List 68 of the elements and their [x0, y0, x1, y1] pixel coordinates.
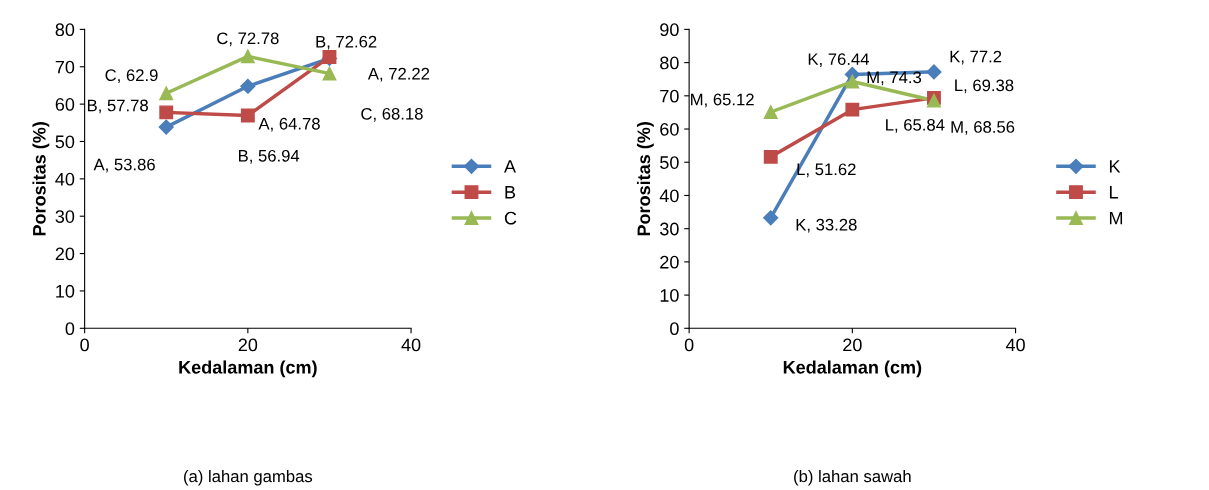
y-tick-label: 70	[55, 60, 75, 74]
data-label: L, 65.84	[886, 118, 945, 133]
y-axis-title: Porositas (%)	[636, 122, 654, 236]
y-tick-label: 80	[55, 23, 75, 37]
y-tick-label: 10	[660, 289, 679, 302]
y-axis-title: Porositas (%)	[32, 122, 50, 236]
legend-label: A	[504, 160, 516, 173]
y-tick-label: 20	[55, 247, 75, 261]
y-tick-label: 70	[660, 89, 679, 103]
x-tick-label: 0	[684, 338, 694, 352]
data-label: A, 53.86	[93, 158, 155, 173]
y-tick-label: 20	[660, 255, 679, 269]
y-tick-label: 10	[56, 284, 75, 298]
y-tick-label: 40	[659, 189, 679, 203]
point	[158, 119, 174, 135]
text: (b) lahan sawah	[794, 469, 911, 486]
legend-label: C	[504, 211, 517, 225]
x-tick-label: 40	[401, 338, 421, 352]
x-tick-label: 20	[843, 338, 862, 352]
y-tick-label: 50	[55, 135, 75, 149]
data-label: A, 72.22	[367, 67, 430, 82]
point	[763, 210, 779, 226]
data-label: B, 72.62	[316, 35, 377, 50]
y-tick-label: 40	[55, 172, 75, 186]
data-label: M, 74.3	[867, 71, 922, 86]
data-label: B, 57.78	[87, 99, 148, 114]
y-tick-label: 30	[660, 222, 679, 236]
data-label: A, 64.78	[258, 117, 320, 132]
y-tick-label: 0	[65, 322, 75, 336]
y-tick-label: 60	[660, 122, 679, 136]
y-tick-label: 0	[670, 322, 679, 336]
point	[926, 64, 942, 80]
point	[845, 74, 860, 89]
legend-label: K	[1109, 160, 1121, 173]
data-label: L, 51.62	[797, 163, 856, 178]
y-tick-label: 80	[660, 56, 679, 70]
data-label: C, 72.78	[217, 32, 279, 47]
x-axis-title: Kedalaman (cm)	[783, 360, 922, 378]
legend-label: B	[505, 186, 516, 199]
point	[763, 105, 778, 119]
y-tick-label: 90	[660, 23, 679, 37]
point	[240, 49, 255, 64]
x-tick-label: 40	[1005, 338, 1025, 352]
y-tick-label: 50	[660, 156, 679, 169]
data-label: K, 76.44	[808, 53, 870, 67]
point	[240, 108, 255, 123]
y-tick-label: 60	[55, 98, 75, 111]
legend-label: L	[1109, 186, 1118, 199]
data-label: B, 56.94	[239, 149, 300, 164]
point	[240, 78, 256, 94]
x-tick-label: 0	[80, 338, 89, 352]
point	[322, 66, 337, 81]
text: (a) lahan gambas	[184, 469, 313, 486]
data-label: M, 68.56	[951, 121, 1015, 135]
data-label: K, 33.28	[796, 218, 857, 233]
data-label: C, 62.9	[105, 69, 158, 84]
data-label: L, 69.38	[955, 79, 1014, 94]
point	[159, 86, 174, 101]
point	[763, 149, 778, 164]
x-tick-label: 20	[238, 338, 258, 352]
legend-label: M	[1109, 211, 1123, 225]
data-label: M, 65.12	[691, 93, 754, 108]
y-tick-label: 30	[55, 210, 75, 223]
point	[159, 105, 174, 120]
x-axis-title: Kedalaman (cm)	[179, 360, 317, 378]
data-label: C, 68.18	[361, 107, 423, 122]
data-label: K, 77.2	[950, 50, 1002, 65]
point	[845, 102, 860, 117]
